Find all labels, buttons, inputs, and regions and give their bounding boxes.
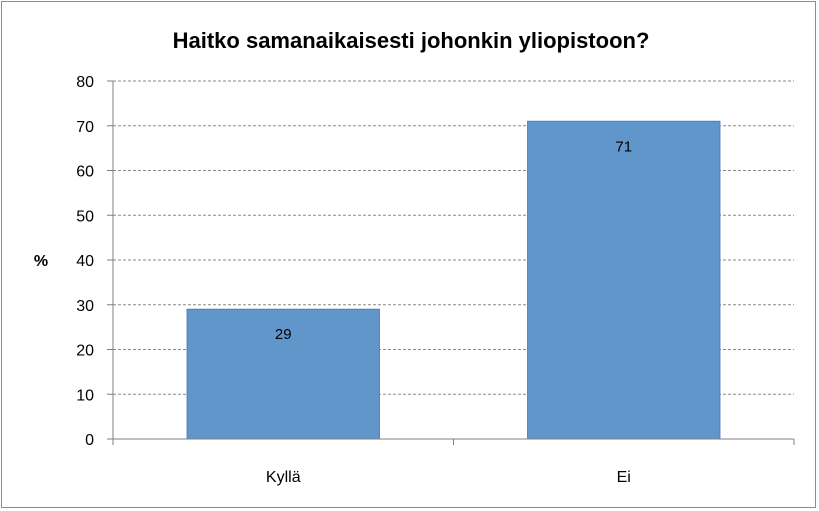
y-tick-label: 70: [76, 119, 94, 136]
y-axis-label: %: [34, 253, 48, 270]
y-tick-label: 80: [76, 74, 94, 91]
x-category-label: Kyllä: [266, 469, 301, 486]
chart-title: Haitko samanaikaisesti johonkin yliopist…: [173, 28, 650, 53]
x-category-label: Ei: [617, 469, 631, 486]
labels: 0 10 20 30 40 50 60 70 80 29 Kyllä 71 Ei: [76, 74, 632, 486]
data-label: 71: [615, 138, 632, 155]
bar-2: [527, 120, 721, 440]
y-tick-label: 50: [76, 208, 94, 225]
y-tick-label: 20: [76, 343, 94, 360]
bars: [186, 120, 721, 440]
y-tick-label: 60: [76, 164, 94, 181]
data-label: 29: [275, 326, 292, 343]
axes: [107, 80, 795, 445]
y-tick-label: 30: [76, 298, 94, 315]
y-tick-label: 40: [76, 253, 94, 270]
y-tick-label: 10: [76, 387, 94, 404]
y-tick-label: 0: [85, 432, 94, 449]
